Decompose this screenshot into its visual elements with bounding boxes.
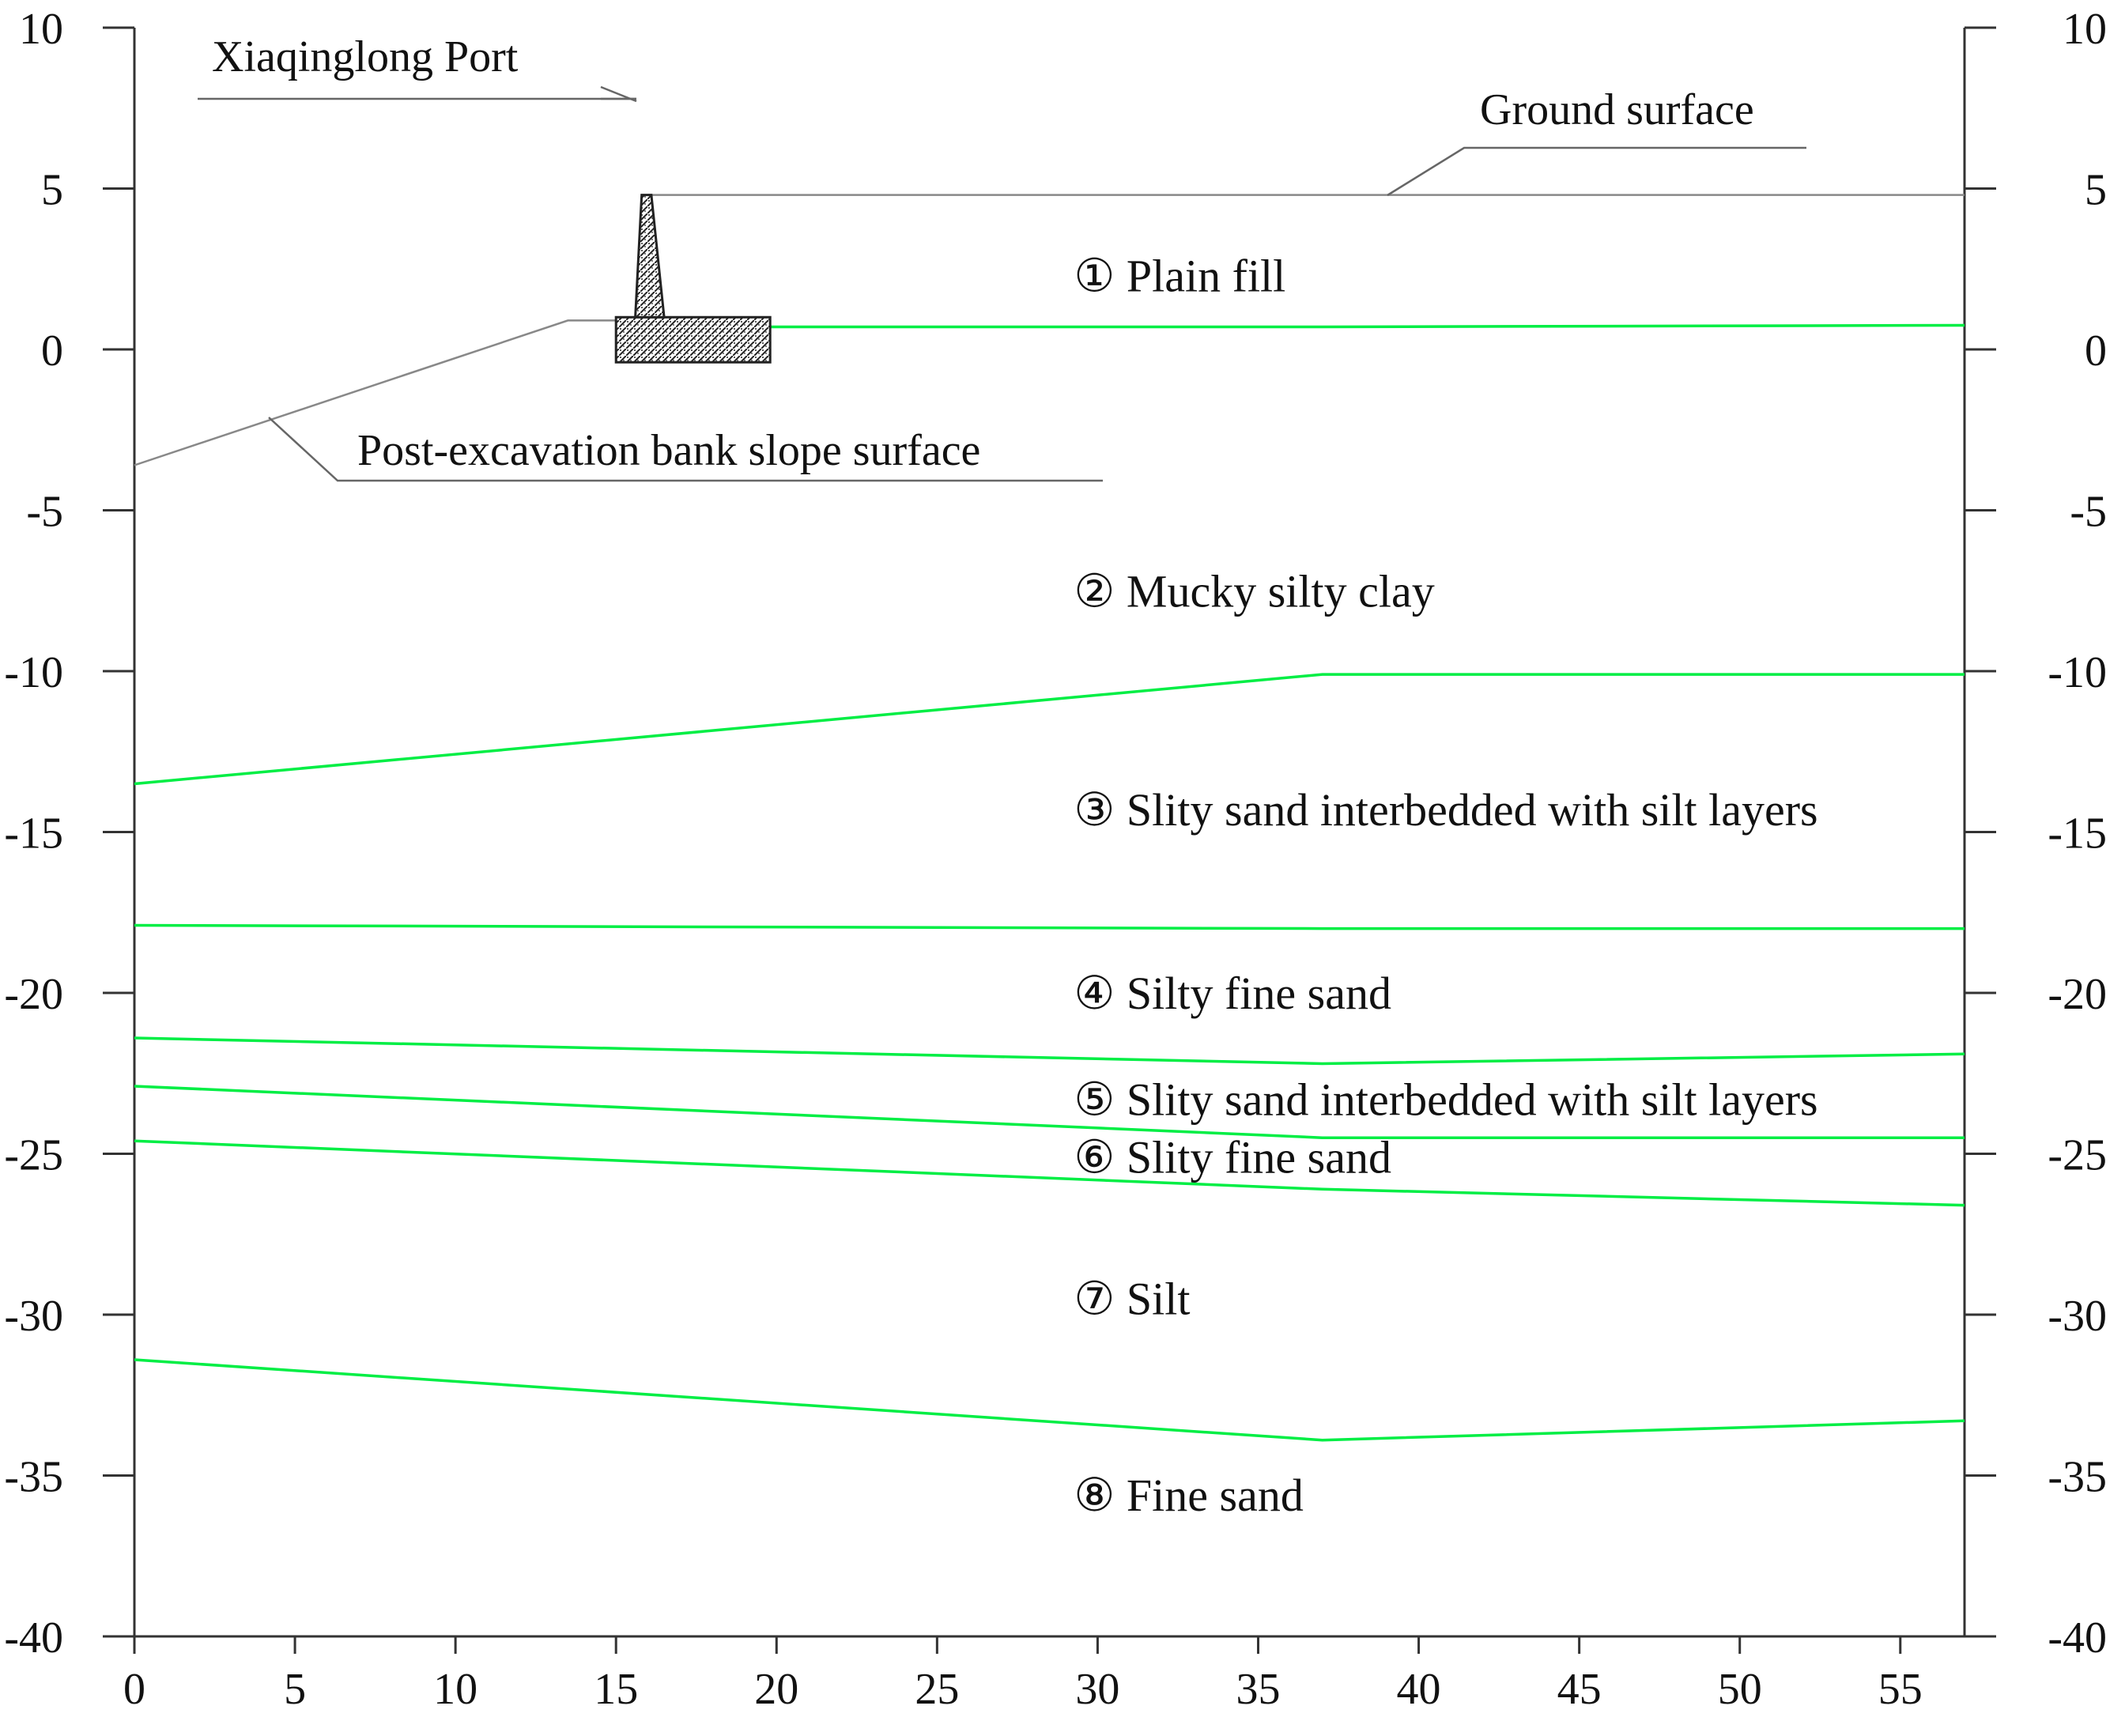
x-tick-label: 5 xyxy=(284,1665,306,1714)
x-tick-label: 45 xyxy=(1557,1665,1602,1714)
left-y-tick-label: -30 xyxy=(4,1292,63,1341)
x-tick-label: 0 xyxy=(123,1665,145,1714)
layer-label: ③ Slity sand interbedded with silt layer… xyxy=(1074,784,1817,836)
right-y-tick-label: -30 xyxy=(2048,1292,2107,1341)
annotations: Xiaqinglong Port Ground surface Post-exc… xyxy=(212,32,1754,475)
left-y-tick-label: -20 xyxy=(4,970,63,1019)
layer-boundary-line xyxy=(770,323,1965,329)
x-tick-label: 50 xyxy=(1718,1665,1762,1714)
layer-boundary-line xyxy=(134,923,1965,930)
bank-slope-leader-line xyxy=(268,417,1103,482)
right-y-tick-label: 0 xyxy=(2085,326,2107,376)
x-tick-label: 40 xyxy=(1397,1665,1441,1714)
layer-boundaries xyxy=(134,323,1965,1442)
layer-label: ① Plain fill xyxy=(1074,250,1285,301)
bank-slope-label: Post-excavation bank slope surface xyxy=(357,426,980,475)
right-y-tick-label: -20 xyxy=(2048,970,2107,1019)
left-y-tick-label: -25 xyxy=(4,1131,63,1180)
port-label: Xiaqinglong Port xyxy=(212,32,519,81)
layer-label: ④ Silty fine sand xyxy=(1074,968,1391,1019)
layer-boundary-line xyxy=(134,1036,1965,1066)
right-y-tick-label: -5 xyxy=(2070,488,2107,537)
x-tick-label: 15 xyxy=(594,1665,638,1714)
layer-boundary-line xyxy=(134,1085,1965,1139)
surfaces xyxy=(134,85,1965,482)
x-tick-label: 30 xyxy=(1075,1665,1119,1714)
left-y-tick-label: -15 xyxy=(4,810,63,859)
bank-slope-line xyxy=(134,319,617,466)
layer-label: ⑥ Slity fine sand xyxy=(1074,1132,1391,1183)
layer-boundary-line xyxy=(134,673,1965,786)
x-tick-label: 25 xyxy=(915,1665,959,1714)
port-leader-tick xyxy=(600,85,637,103)
wall-stem xyxy=(634,194,666,319)
layer-label: ⑧ Fine sand xyxy=(1074,1470,1303,1521)
layer-boundary-line xyxy=(134,1139,1965,1207)
right-y-tick-label: -35 xyxy=(2048,1453,2107,1502)
right-y-tick-label: -40 xyxy=(2048,1613,2107,1662)
right-y-tick-label: -25 xyxy=(2048,1131,2107,1180)
left-y-tick-label: 0 xyxy=(41,326,63,376)
left-y-tick-label: -10 xyxy=(4,648,63,697)
retaining-wall xyxy=(614,194,772,364)
layer-label: ⑦ Silt xyxy=(1074,1274,1190,1325)
ground-surface-label: Ground surface xyxy=(1480,85,1754,134)
right-y-tick-label: 5 xyxy=(2085,166,2107,215)
x-tick-label: 10 xyxy=(433,1665,477,1714)
layer-label: ② Mucky silty clay xyxy=(1074,565,1434,617)
layer-boundary-line xyxy=(134,1358,1965,1442)
layer-labels: ① Plain fill ② Mucky silty clay ③ Slity sa… xyxy=(1074,250,1817,1521)
right-y-tick-label: 10 xyxy=(2063,5,2107,54)
x-tick-label: 20 xyxy=(754,1665,798,1714)
left-y-tick-label: 5 xyxy=(41,166,63,215)
left-y-tick-label: -5 xyxy=(26,488,63,537)
left-y-tick-label: -40 xyxy=(4,1613,63,1662)
right-y-tick-label: -15 xyxy=(2048,810,2107,859)
x-tick-label: 55 xyxy=(1878,1665,1923,1714)
x-tick-label: 35 xyxy=(1236,1665,1280,1714)
ground-surface-leader-line xyxy=(1387,146,1806,197)
left-y-tick-label: -35 xyxy=(4,1453,63,1502)
right-y-tick-label: -10 xyxy=(2048,648,2107,697)
layer-label: ⑤ Slity sand interbedded with silt layer… xyxy=(1074,1074,1817,1125)
wall-base xyxy=(614,315,772,364)
left-y-tick-label: 10 xyxy=(19,5,63,54)
